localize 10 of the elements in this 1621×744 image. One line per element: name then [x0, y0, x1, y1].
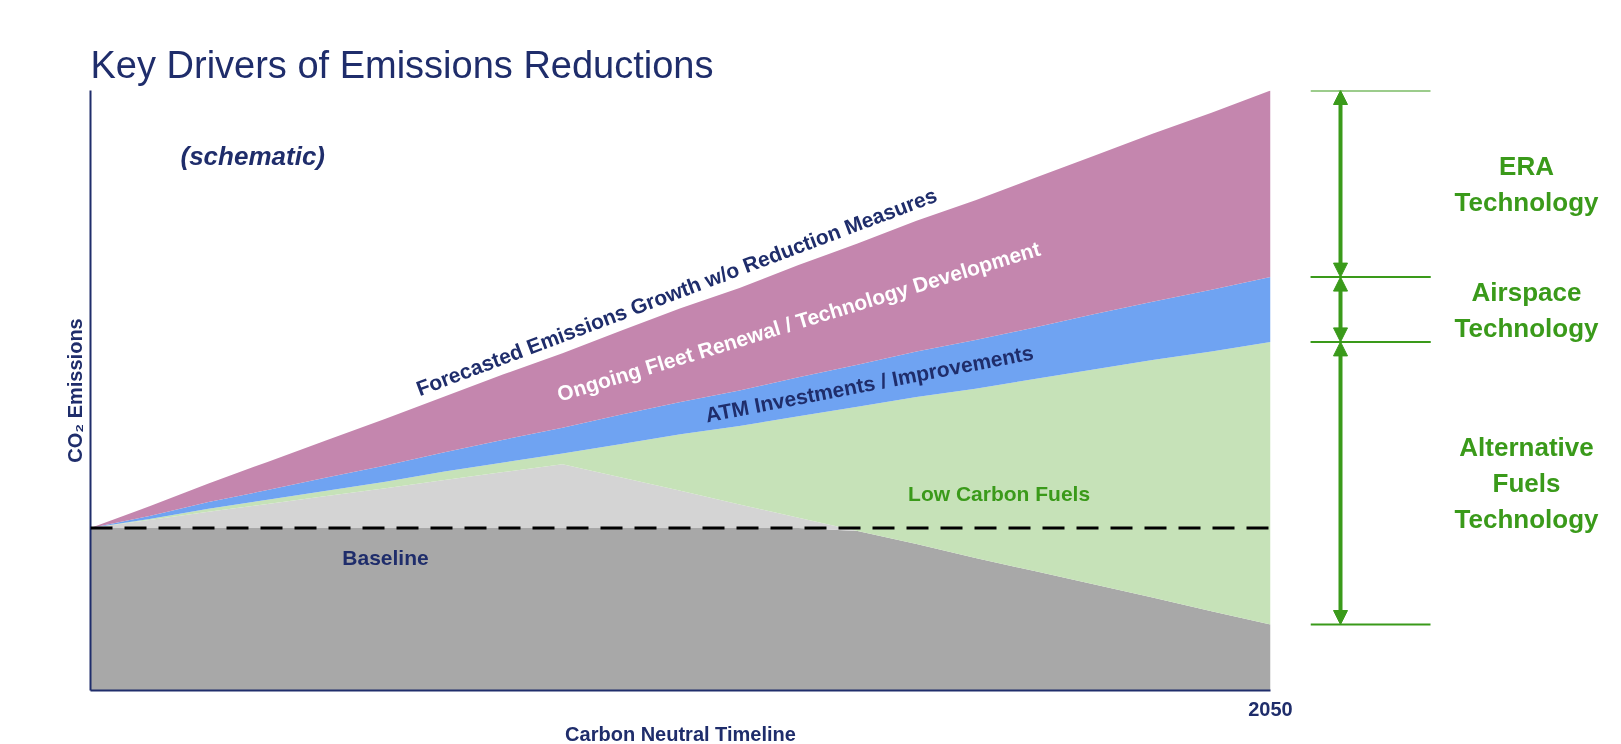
text: Alternative Fuels Technology [1454, 432, 1600, 535]
text: ERA Technology [1454, 150, 1600, 217]
chart-title: Key Drivers of Emissions Reductions [90, 43, 714, 86]
series-label: Baseline [342, 545, 429, 569]
text: 2050 [1248, 697, 1293, 720]
text: Airspace Technology [1454, 276, 1600, 343]
annotation: (schematic) [180, 140, 325, 171]
y-axis-title: CO₂ Emissions [63, 318, 86, 463]
x-axis-title: Carbon Neutral Timeline [565, 722, 796, 744]
series-label: Low Carbon Fuels [908, 482, 1091, 506]
